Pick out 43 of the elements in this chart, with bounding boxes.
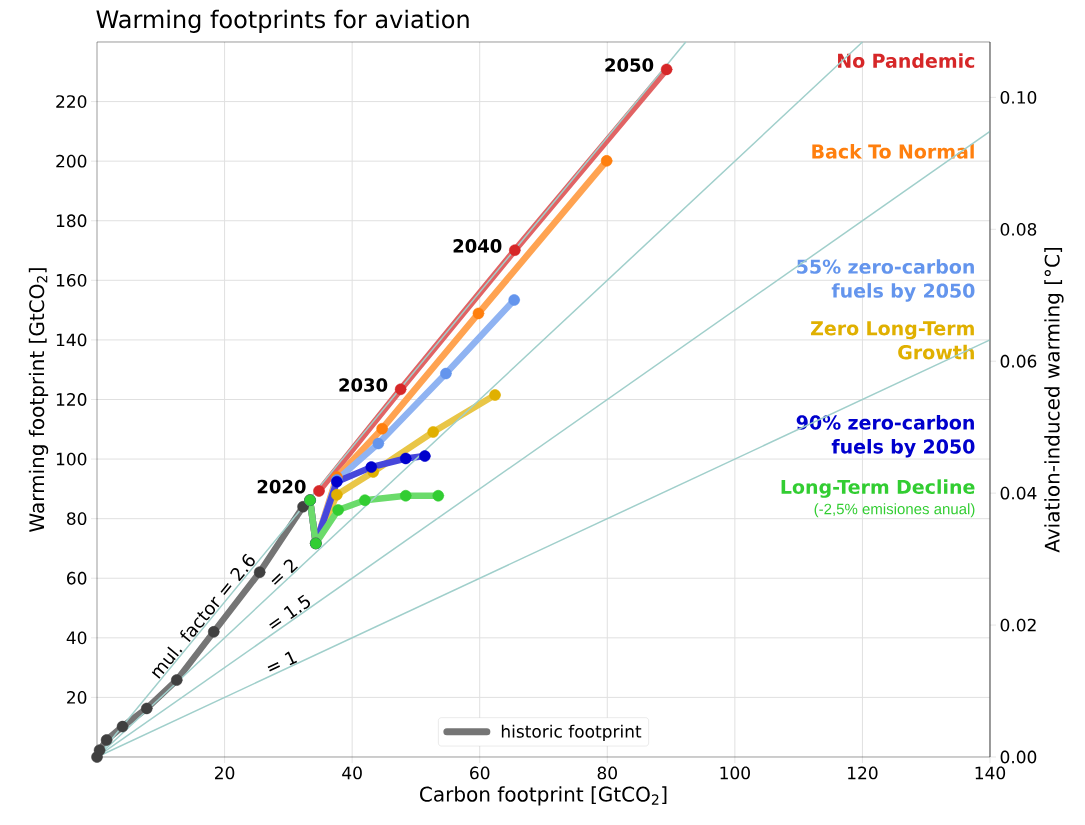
x-tick-label: 120	[848, 766, 878, 780]
annotation: 2030	[339, 378, 388, 392]
x-tick-label: 80	[597, 766, 617, 780]
y-tick-label: 180	[56, 214, 87, 228]
text: 90% zero-carbon fuels by 2050	[796, 415, 975, 458]
annotation: 2040	[453, 239, 502, 253]
y-tick-label: 220	[56, 95, 87, 108]
x-tick-label: 100	[720, 766, 750, 780]
text: Long-Term Decline	[781, 479, 975, 498]
y-tick-label: 120	[56, 393, 87, 406]
y-tick-label: 200	[56, 154, 87, 168]
y2-tick-label: 0.08	[1000, 222, 1037, 236]
y2-axis-title: Aviation-induced warming [°C]	[1044, 247, 1064, 553]
legend-label: historic footprint	[501, 724, 642, 742]
y-tick-label: 60	[67, 571, 87, 585]
chart-title: Warming footprints for aviation	[96, 9, 469, 33]
y-axis-title: Warming footprint [GtCO$_{2}$]	[28, 268, 49, 532]
y-tick-label: 40	[66, 631, 87, 645]
text: Back To Normal	[812, 144, 974, 159]
y2-tick-label: 0.10	[1000, 90, 1037, 104]
x-tick-label: 140	[975, 766, 1006, 780]
text: Zero Long-Term Growth	[810, 321, 974, 360]
y2-tick-label: 0.02	[1000, 618, 1036, 632]
text: = 1	[267, 651, 298, 672]
x-tick-label: 40	[342, 766, 362, 780]
y2-tick-label: 0.04	[1000, 486, 1037, 500]
y-tick-label: 160	[56, 273, 87, 287]
y-tick-label: 80	[67, 512, 87, 526]
y-tick-label: 140	[56, 333, 87, 347]
annotation: 2020	[257, 479, 306, 494]
y2-tick-label: 0.06	[1000, 354, 1037, 368]
x-axis-title: Carbon footprint [GtCO$_{2}$]	[420, 786, 667, 806]
x-tick-label: 20	[215, 766, 235, 780]
x-tick-label: 60	[470, 766, 490, 780]
annotation: 2050	[605, 58, 654, 72]
text: 55% zero-carbon fuels by 2050	[797, 259, 975, 302]
text: = 1.5	[269, 594, 311, 629]
y2-tick-label: 0.00	[1000, 750, 1037, 764]
annotation: (-2,5% emisiones anual)	[814, 503, 975, 518]
y-tick-label: 20	[67, 690, 87, 704]
text: = 2	[271, 559, 298, 585]
text: No Pandemic	[838, 53, 975, 68]
y-tick-label: 100	[56, 452, 87, 466]
